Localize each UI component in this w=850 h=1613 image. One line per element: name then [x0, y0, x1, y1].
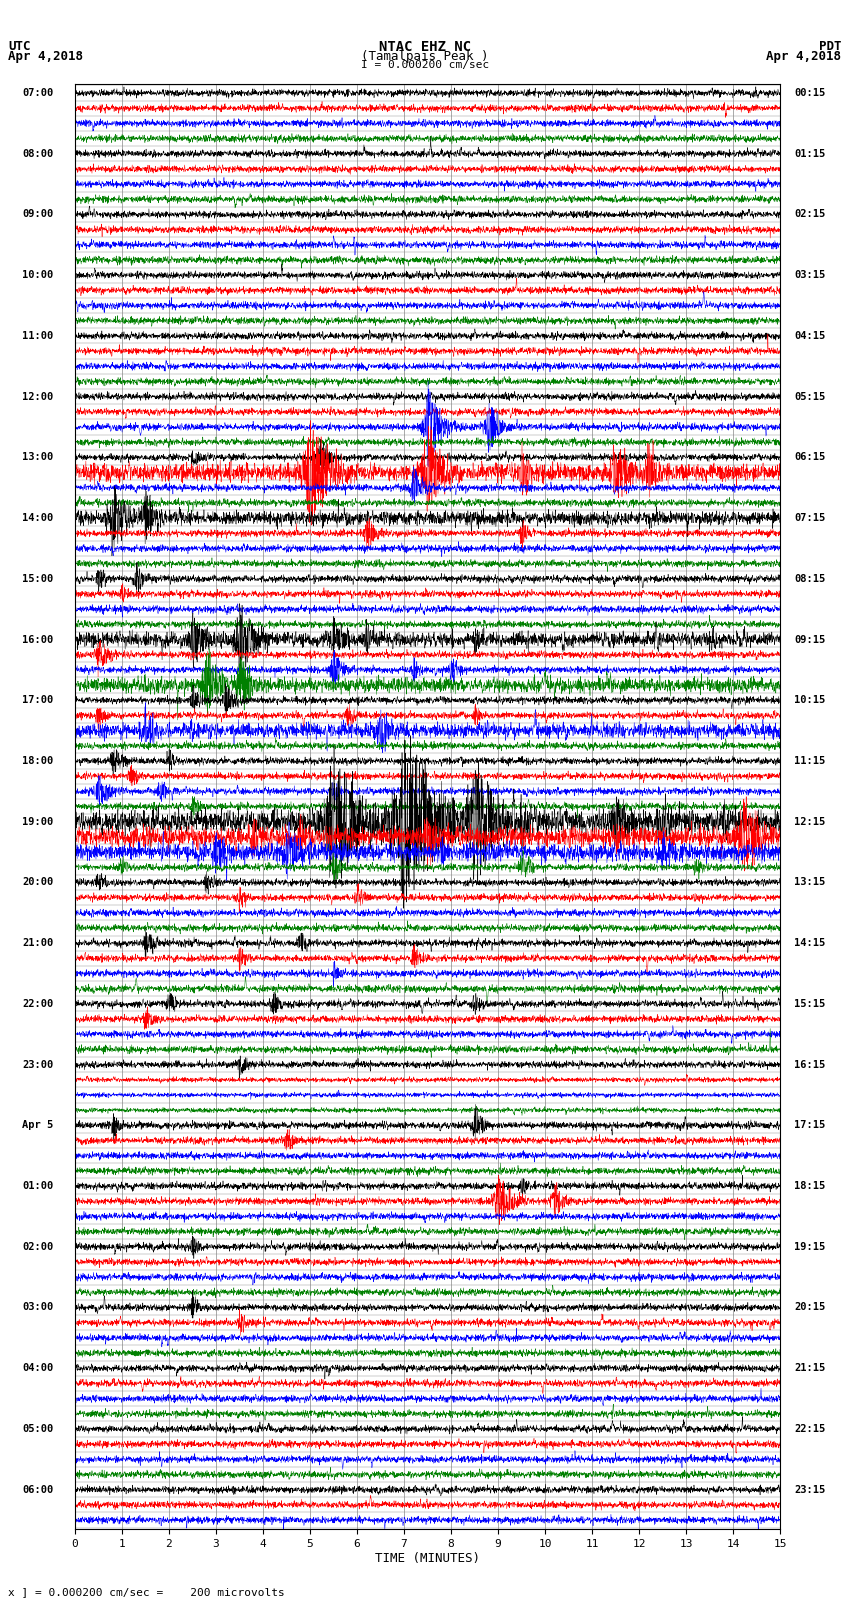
Text: I = 0.000200 cm/sec: I = 0.000200 cm/sec [361, 60, 489, 69]
Text: 04:00: 04:00 [22, 1363, 54, 1373]
Text: 16:00: 16:00 [22, 634, 54, 645]
Text: NTAC EHZ NC: NTAC EHZ NC [379, 40, 471, 55]
Text: 12:15: 12:15 [795, 816, 825, 827]
Text: x ] = 0.000200 cm/sec =    200 microvolts: x ] = 0.000200 cm/sec = 200 microvolts [8, 1587, 286, 1597]
Text: 17:15: 17:15 [795, 1121, 825, 1131]
Text: 23:15: 23:15 [795, 1484, 825, 1495]
X-axis label: TIME (MINUTES): TIME (MINUTES) [375, 1552, 480, 1565]
Text: 15:00: 15:00 [22, 574, 54, 584]
Text: 15:15: 15:15 [795, 998, 825, 1008]
Text: Apr 5: Apr 5 [22, 1121, 54, 1131]
Text: 08:15: 08:15 [795, 574, 825, 584]
Text: 05:00: 05:00 [22, 1424, 54, 1434]
Text: 10:00: 10:00 [22, 269, 54, 281]
Text: 09:15: 09:15 [795, 634, 825, 645]
Text: 07:00: 07:00 [22, 89, 54, 98]
Text: 18:15: 18:15 [795, 1181, 825, 1190]
Text: 22:00: 22:00 [22, 998, 54, 1008]
Text: 07:15: 07:15 [795, 513, 825, 523]
Text: 22:15: 22:15 [795, 1424, 825, 1434]
Text: 03:15: 03:15 [795, 269, 825, 281]
Text: 14:00: 14:00 [22, 513, 54, 523]
Text: 04:15: 04:15 [795, 331, 825, 340]
Text: 01:00: 01:00 [22, 1181, 54, 1190]
Text: 02:00: 02:00 [22, 1242, 54, 1252]
Text: 17:00: 17:00 [22, 695, 54, 705]
Text: 11:00: 11:00 [22, 331, 54, 340]
Text: Apr 4,2018: Apr 4,2018 [8, 50, 83, 63]
Text: 12:00: 12:00 [22, 392, 54, 402]
Text: 19:15: 19:15 [795, 1242, 825, 1252]
Text: 02:15: 02:15 [795, 210, 825, 219]
Text: 13:00: 13:00 [22, 452, 54, 463]
Text: 16:15: 16:15 [795, 1060, 825, 1069]
Text: 06:15: 06:15 [795, 452, 825, 463]
Text: 19:00: 19:00 [22, 816, 54, 827]
Text: 21:15: 21:15 [795, 1363, 825, 1373]
Text: 14:15: 14:15 [795, 939, 825, 948]
Text: 20:00: 20:00 [22, 877, 54, 887]
Text: 05:15: 05:15 [795, 392, 825, 402]
Text: 11:15: 11:15 [795, 756, 825, 766]
Text: 09:00: 09:00 [22, 210, 54, 219]
Text: 23:00: 23:00 [22, 1060, 54, 1069]
Text: 03:00: 03:00 [22, 1302, 54, 1313]
Text: (Tamalpais Peak ): (Tamalpais Peak ) [361, 50, 489, 63]
Text: UTC: UTC [8, 40, 31, 53]
Text: 21:00: 21:00 [22, 939, 54, 948]
Text: 00:15: 00:15 [795, 89, 825, 98]
Text: 10:15: 10:15 [795, 695, 825, 705]
Text: PDT: PDT [819, 40, 842, 53]
Text: 13:15: 13:15 [795, 877, 825, 887]
Text: 01:15: 01:15 [795, 148, 825, 158]
Text: Apr 4,2018: Apr 4,2018 [767, 50, 842, 63]
Text: 18:00: 18:00 [22, 756, 54, 766]
Text: 08:00: 08:00 [22, 148, 54, 158]
Text: 06:00: 06:00 [22, 1484, 54, 1495]
Text: 20:15: 20:15 [795, 1302, 825, 1313]
